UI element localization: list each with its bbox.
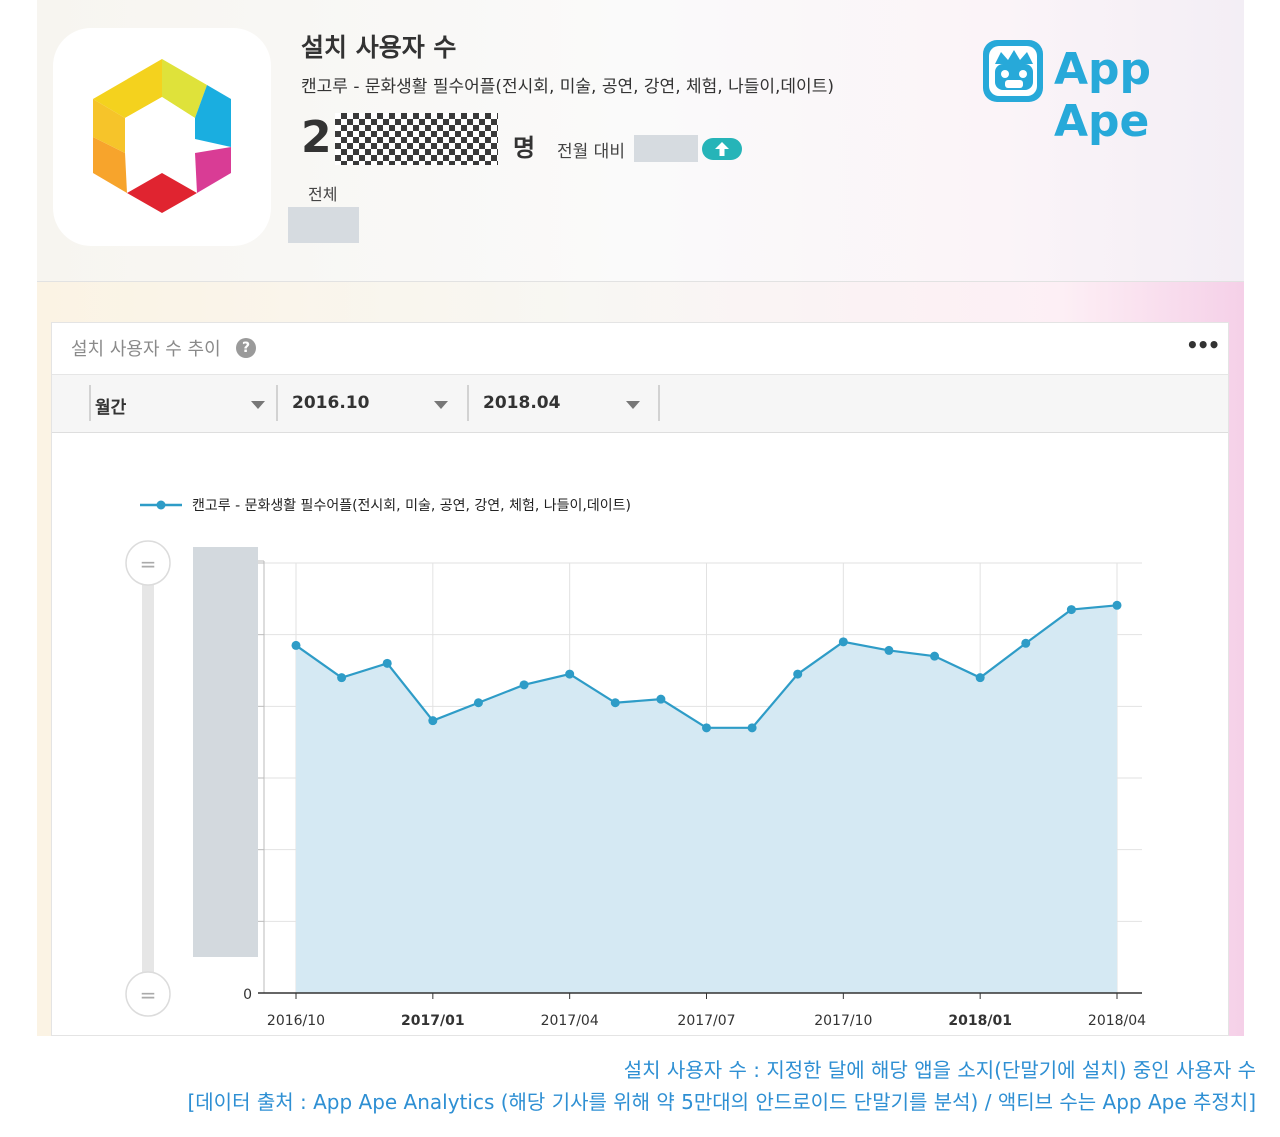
- x-tick-label: 2016/10: [267, 1013, 325, 1029]
- arrow-up-icon: [715, 142, 729, 156]
- data-point: [565, 669, 575, 679]
- start-month-select[interactable]: 2016.10: [292, 393, 370, 413]
- x-tick-label: 2017/04: [541, 1013, 599, 1029]
- app-ape-logo-icon: [983, 40, 1043, 102]
- more-dots-icon[interactable]: •••: [1186, 333, 1220, 357]
- data-point: [473, 698, 483, 708]
- data-point: [656, 694, 666, 704]
- data-point: [1021, 638, 1031, 648]
- legend-marker: [156, 500, 166, 510]
- card-title: 설치 사용자 수 추이: [71, 339, 221, 360]
- data-point: [793, 669, 803, 679]
- trend-up-badge: [702, 138, 742, 160]
- redacted-y-axis-labels: [193, 547, 258, 957]
- chevron-down-icon[interactable]: [251, 401, 265, 409]
- data-point: [702, 723, 711, 733]
- app-icon: [53, 28, 271, 246]
- total-label: 전체: [308, 185, 338, 204]
- zoom-handle-bottom[interactable]: [125, 971, 171, 1017]
- chevron-down-icon[interactable]: [434, 401, 448, 409]
- data-point: [747, 723, 757, 733]
- data-point: [382, 658, 392, 668]
- data-point: [428, 716, 438, 726]
- filter-divider: [658, 385, 660, 421]
- caption-line-1: 설치 사용자 수 : 지정한 달에 해당 앱을 소지(단말기에 설치) 중인 사…: [623, 1058, 1256, 1082]
- x-tick-label: 2017/10: [814, 1013, 872, 1029]
- data-point: [884, 645, 894, 655]
- data-point: [610, 698, 620, 708]
- data-point: [291, 640, 301, 650]
- x-tick-label: 2017/01: [401, 1013, 465, 1029]
- redacted-compare-value: [634, 135, 698, 162]
- redacted-total-value: [288, 207, 359, 243]
- data-point: [1066, 605, 1076, 615]
- zoom-handle-top[interactable]: [125, 540, 171, 586]
- x-tick-label: 2018/04: [1088, 1013, 1146, 1029]
- filter-divider: [467, 385, 469, 421]
- compare-label: 전월 대비: [557, 142, 625, 162]
- y-tick-label: 0: [243, 987, 252, 1003]
- data-point: [519, 680, 529, 690]
- drag-handle-icon: =: [140, 983, 157, 1007]
- series-area-fill: [296, 605, 1117, 993]
- user-count-digit: 2: [301, 112, 332, 163]
- zoom-slider-track: [142, 563, 154, 993]
- x-tick-label: 2017/07: [677, 1013, 735, 1029]
- chart-card: 설치 사용자 수 추이 ? ••• 월간 2016.10 2018.04 = = 0…: [51, 322, 1229, 1036]
- filter-divider: [276, 385, 278, 421]
- end-month-select[interactable]: 2018.04: [483, 393, 561, 413]
- filter-bar: 월간 2016.10 2018.04: [52, 374, 1228, 433]
- app-frame: 설치 사용자 수 캔고루 - 문화생활 필수어플(전시회, 미술, 공연, 강연…: [37, 0, 1244, 1036]
- data-point: [1112, 600, 1122, 610]
- data-point: [930, 651, 940, 661]
- period-select[interactable]: 월간: [95, 398, 127, 418]
- filter-divider: [89, 385, 91, 421]
- count-unit: 명: [513, 134, 536, 162]
- data-point: [975, 673, 985, 683]
- header-card: 설치 사용자 수 캔고루 - 문화생활 필수어플(전시회, 미술, 공연, 강연…: [37, 0, 1244, 282]
- app-ape-logo-text: App Ape: [1054, 44, 1152, 147]
- chevron-down-icon[interactable]: [626, 401, 640, 409]
- redacted-count: [335, 113, 498, 165]
- x-tick-label: 2018/01: [948, 1013, 1012, 1029]
- page-title: 설치 사용자 수: [301, 33, 457, 62]
- drag-handle-icon: =: [140, 552, 157, 576]
- legend-label: 캔고루 - 문화생활 필수어플(전시회, 미술, 공연, 강연, 체험, 나들이…: [192, 498, 631, 514]
- app-name: 캔고루 - 문화생활 필수어플(전시회, 미술, 공연, 강연, 체험, 나들이…: [301, 77, 834, 97]
- data-point: [337, 673, 347, 683]
- question-circle-icon[interactable]: ?: [236, 338, 256, 358]
- chart-area: = = 0 2016/10 2017/01 2017/04 2017/07 2017/10 20…: [125, 498, 1146, 1029]
- data-point: [838, 637, 848, 647]
- hexagon-logo-icon: [93, 59, 231, 213]
- caption-line-2: [데이터 출처 : App Ape Analytics (해당 기사를 위해 약…: [187, 1090, 1256, 1114]
